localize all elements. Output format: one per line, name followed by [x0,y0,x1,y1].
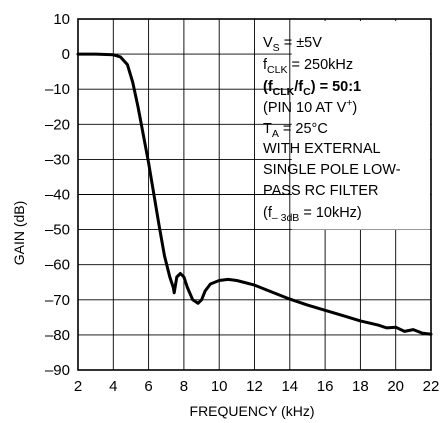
plot-frame [77,18,432,371]
annotation-clock: fCLK = 250kHz [263,57,353,76]
y-tick-labels: 10 0 –10 –20 –30 –40 –50 –60 –70 –80 –90 [45,11,70,379]
y-tick-label: –50 [45,222,70,239]
annotation-temperature: TA = 25°C [263,121,328,140]
y-tick-label: –30 [45,151,70,168]
y-tick-label: –40 [45,187,70,204]
gain-series-line [76,52,433,336]
annotation-filter-line2: SINGLE POLE LOW- [263,162,401,178]
y-tick-label: –60 [45,257,70,274]
y-tick-label: 0 [62,46,70,63]
y-tick-label: –80 [45,327,70,344]
y-axis-title: GAIN (dB) [11,201,27,266]
annotation-supply: VS = ±5V [263,35,322,54]
annotation-background [291,21,430,230]
x-tick-label: 18 [352,378,369,395]
x-tick-label: 4 [109,378,117,395]
x-tick-label: 22 [423,378,440,395]
annotation-ratio: (fCLK/fC) = 50:1 [263,79,361,98]
annotation-filter-cutoff: (f– 3dB = 10kHz) [263,205,362,224]
x-tick-labels: 2 4 6 8 10 12 14 16 18 20 22 [74,378,440,395]
x-tick-label: 12 [246,378,263,395]
annotation-filter-line3: PASS RC FILTER [263,183,378,199]
annotation-block: VS = ±5V fCLK = 250kHz (fCLK/fC) = 50:1 … [263,35,401,224]
y-tick-label: 10 [53,11,70,28]
annotation-pin: (PIN 10 AT V+) [263,97,357,116]
annotation-filter-line1: WITH EXTERNAL [263,141,381,157]
x-tick-label: 16 [317,378,334,395]
x-tick-label: 6 [144,378,152,395]
y-tick-label: –20 [45,116,70,133]
x-tick-label: 2 [74,378,82,395]
x-tick-label: 20 [387,378,404,395]
x-tick-label: 10 [211,378,228,395]
x-axis-title: FREQUENCY (kHz) [190,403,315,419]
y-tick-label: –70 [45,292,70,309]
x-tick-label: 8 [180,378,188,395]
y-tick-label: –10 [45,81,70,98]
y-tick-label: –90 [45,362,70,379]
x-tick-label: 14 [281,378,298,395]
